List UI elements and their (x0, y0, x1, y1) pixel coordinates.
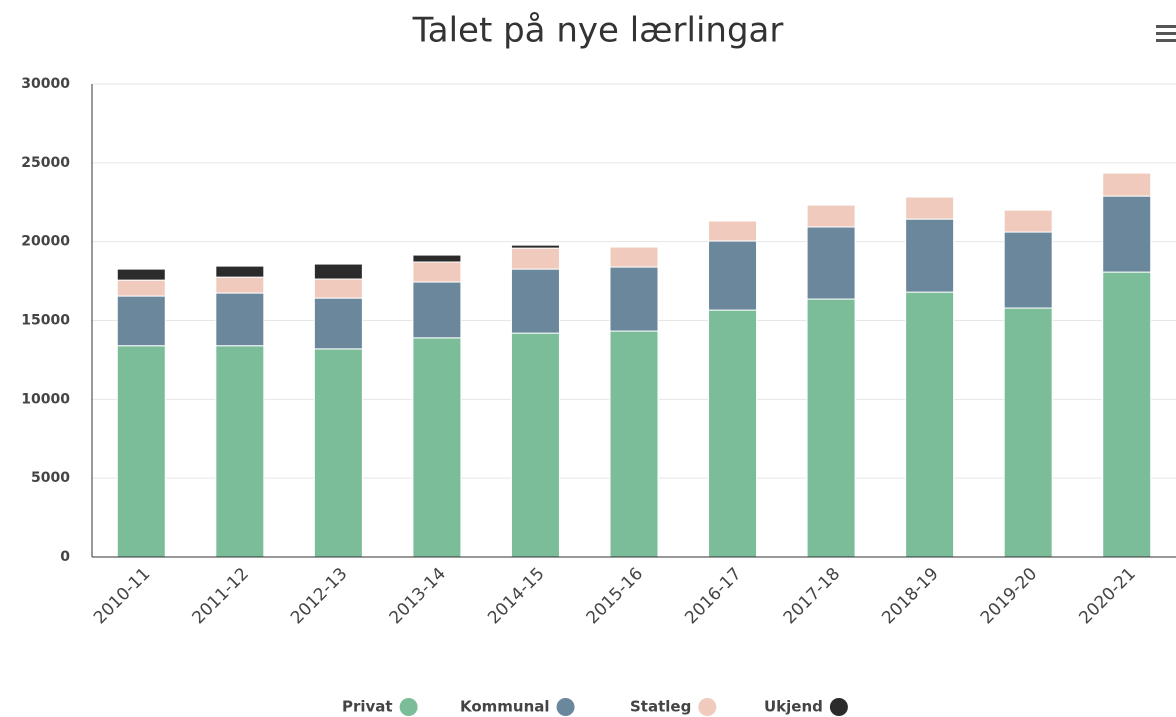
bar-segment (215, 292, 265, 347)
y-tick-label: 0 (60, 549, 70, 565)
bar-segment (116, 345, 166, 558)
bar-segment (609, 330, 659, 558)
bar-segment (215, 276, 265, 294)
legend-label: Ukjend (764, 698, 823, 716)
legend-swatch (829, 698, 848, 716)
legend-swatch (556, 698, 575, 716)
legend-swatch (698, 698, 717, 716)
bar-segment (708, 309, 758, 558)
bar-segment (412, 337, 462, 558)
bar-segment (215, 345, 265, 558)
legend-label: Privat (342, 698, 393, 716)
legend-swatch (399, 698, 418, 716)
x-tick-label: 2019-20 (977, 564, 1041, 628)
menu-icon[interactable] (1156, 25, 1176, 42)
x-tick-label: 2016-17 (681, 564, 745, 628)
bar-segment (609, 246, 659, 268)
bar-segment (313, 348, 363, 558)
bar-segment (806, 204, 856, 228)
menu-bar[interactable] (1156, 39, 1176, 42)
bar-segment (1102, 271, 1152, 558)
bar-segment (313, 263, 363, 280)
menu-bar[interactable] (1156, 25, 1176, 28)
x-tick-label: 2010-11 (90, 564, 154, 628)
x-tick-label: 2017-18 (780, 564, 844, 628)
chart-title: Talet på nye lærlingar (412, 11, 784, 51)
y-tick-label: 10000 (21, 391, 70, 407)
legend-label: Kommunal (460, 698, 550, 716)
legend-item[interactable]: Ukjend (764, 698, 848, 717)
bar-segment (905, 196, 955, 220)
bar-segment (510, 247, 560, 270)
bar-segment (905, 218, 955, 293)
y-tick-label: 25000 (21, 155, 70, 171)
y-tick-label: 5000 (31, 470, 70, 486)
bar-segment (510, 332, 560, 558)
bar-segment (412, 261, 462, 283)
bar-segment (806, 298, 856, 558)
bar-segment (806, 226, 856, 300)
bar-segment (510, 244, 560, 249)
bar-segment (412, 254, 462, 263)
legend-item[interactable]: Privat (342, 698, 418, 717)
bar-segment (1003, 209, 1053, 233)
y-tick-label: 30000 (21, 76, 70, 92)
bar-segment (116, 279, 166, 297)
bar-segment (215, 265, 265, 278)
bar-segment (1003, 231, 1053, 309)
bar-segment (510, 268, 560, 334)
legend-item[interactable]: Kommunal (460, 698, 575, 717)
bar-segment (708, 240, 758, 311)
x-tick-label: 2020-21 (1075, 564, 1139, 628)
bar-segment (313, 297, 363, 350)
legend-item[interactable]: Statleg (630, 698, 717, 717)
x-tick-label: 2018-19 (878, 564, 942, 628)
bar-segment (708, 220, 758, 242)
bar-segment (1102, 195, 1152, 273)
y-tick-label: 20000 (21, 234, 70, 250)
bar-segment (1102, 172, 1152, 197)
x-tick-label: 2012-13 (287, 564, 351, 628)
bar-segment (116, 268, 166, 281)
bar-segment (116, 295, 166, 347)
bar-segment (905, 291, 955, 558)
menu-bar[interactable] (1156, 32, 1176, 35)
x-tick-label: 2015-16 (583, 564, 647, 628)
x-tick-label: 2014-15 (484, 564, 548, 628)
y-tick-label: 15000 (21, 313, 70, 329)
x-tick-label: 2013-14 (386, 564, 450, 628)
bar-segment (412, 281, 462, 339)
bar-segment (313, 278, 363, 299)
legend-label: Statleg (630, 698, 691, 716)
bar-segment (1003, 307, 1053, 558)
legend: Privat Kommunal Statleg Ukjend (342, 698, 848, 717)
bar-segment (609, 266, 659, 332)
x-tick-label: 2011-12 (189, 564, 253, 628)
